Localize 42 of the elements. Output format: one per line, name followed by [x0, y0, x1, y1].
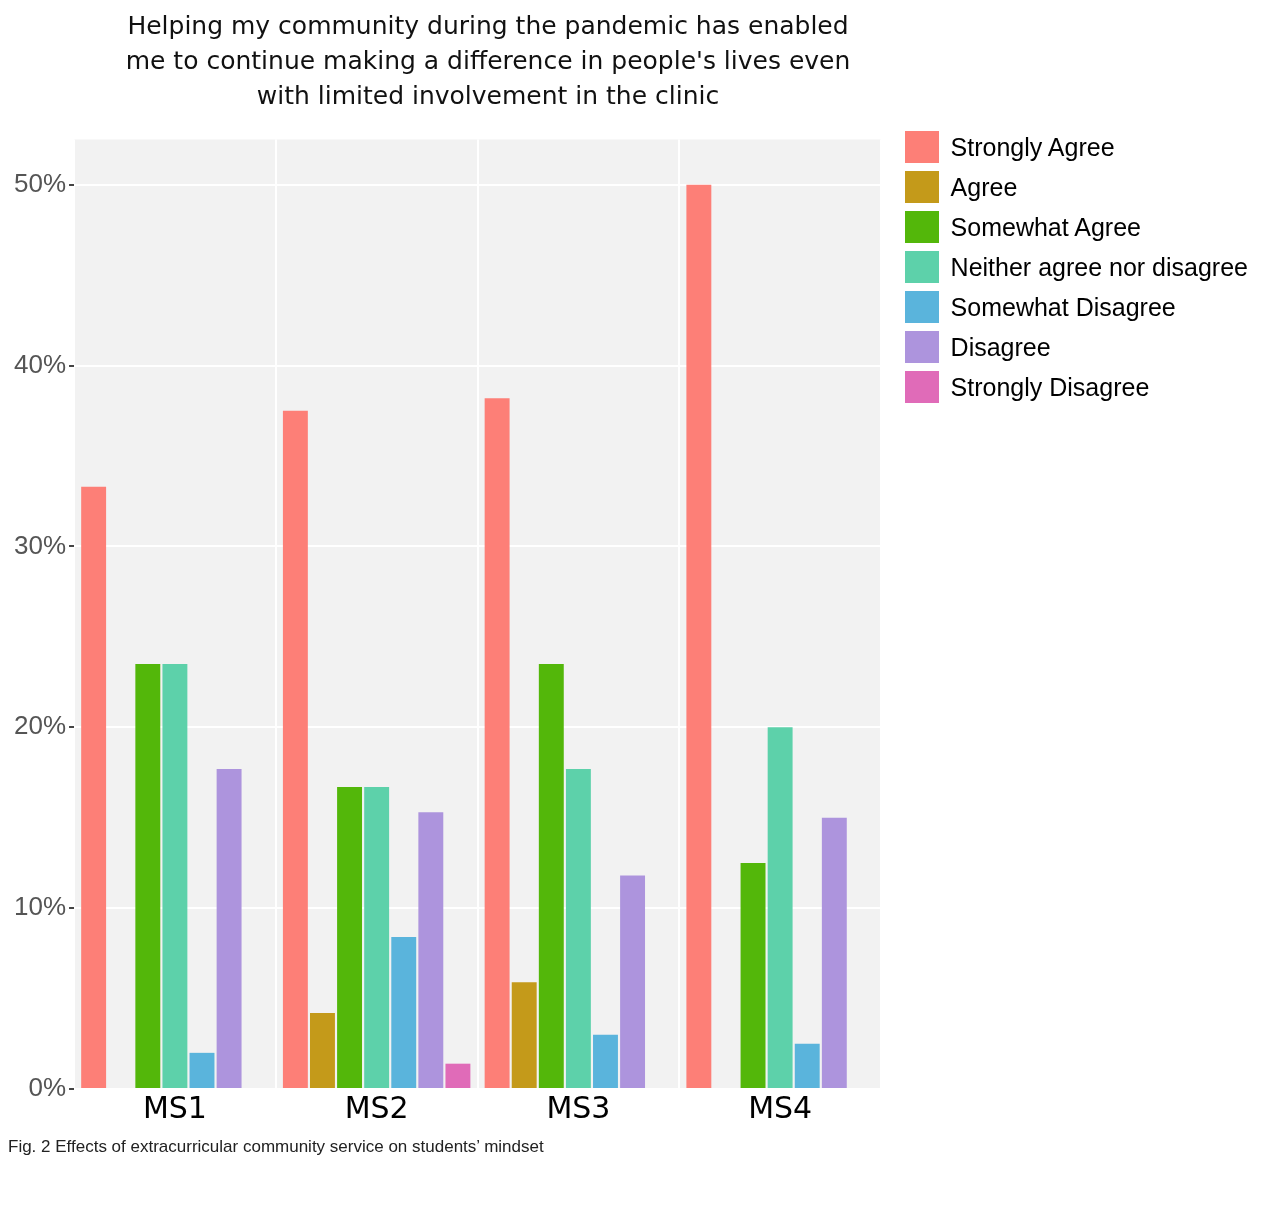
y-tick-label: 0% [28, 1072, 66, 1103]
bar [390, 937, 416, 1088]
legend-label: Somewhat Disagree [950, 292, 1176, 322]
legend-label: Neither agree nor disagree [950, 252, 1248, 282]
bar [484, 398, 510, 1088]
bar [445, 1063, 470, 1088]
legend-label: Disagree [950, 332, 1051, 362]
chart-title: Helping my community during the pandemic has enabled me to continue making a difference in people's lives even with limited involvement in the clinic [124, 10, 852, 112]
bar [619, 875, 645, 1088]
y-tick-label: 30% [13, 529, 66, 560]
y-tick-label: 10% [13, 891, 66, 922]
legend-label: Agree [950, 172, 1018, 202]
bar [740, 862, 766, 1088]
bar [363, 787, 389, 1088]
bar [417, 812, 443, 1088]
bar [309, 1013, 335, 1088]
bar [821, 817, 847, 1088]
x-tick-label: MS2 [344, 1089, 409, 1125]
bar [592, 1034, 618, 1088]
caption: Fig. 2 Effects of extracurricular community service on students’ mindset [8, 1137, 545, 1157]
legend-label: Strongly Disagree [950, 372, 1150, 402]
bar [80, 486, 106, 1088]
x-tick-label: MS3 [545, 1089, 610, 1125]
legend-label: Strongly Agree [950, 132, 1115, 162]
legend-label: Somewhat Agree [950, 212, 1141, 242]
bar [538, 664, 564, 1088]
bar [565, 768, 591, 1088]
bar [336, 787, 362, 1088]
bar [767, 727, 793, 1088]
x-tick-label: MS1 [142, 1089, 207, 1125]
bar [511, 982, 537, 1088]
bar [189, 1052, 215, 1088]
y-tick-label: 40% [13, 348, 66, 379]
y-tick-label: 50% [13, 167, 66, 198]
y-tick-label: 20% [13, 710, 66, 741]
bar [134, 664, 160, 1088]
x-tick-label: MS4 [747, 1089, 812, 1125]
bar [162, 664, 187, 1088]
bar [794, 1043, 820, 1088]
bar [282, 410, 308, 1088]
bar [685, 184, 711, 1088]
bar [216, 768, 242, 1088]
